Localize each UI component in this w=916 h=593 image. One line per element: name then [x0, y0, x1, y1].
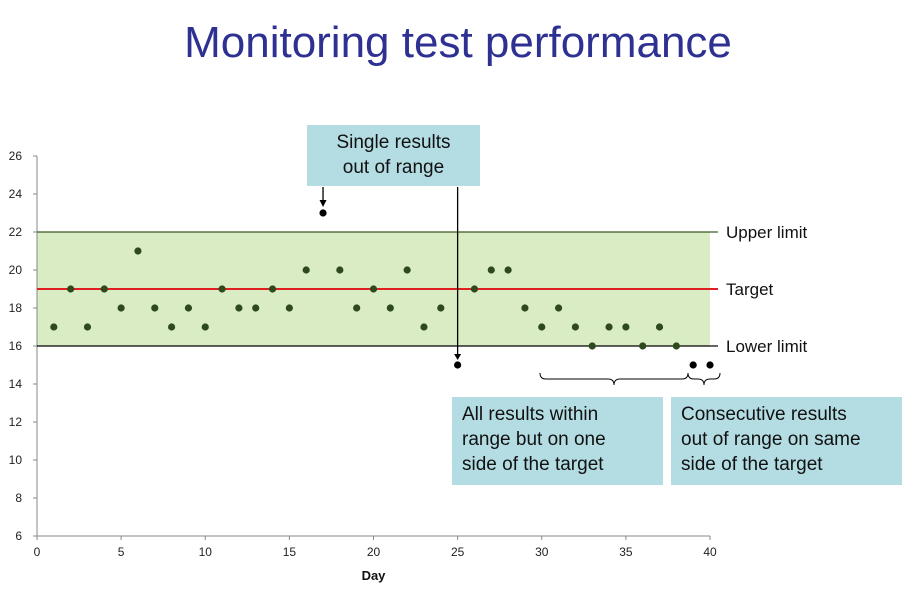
data-points: [50, 209, 714, 369]
y-tick-label: 22: [9, 225, 23, 239]
y-tick-label: 14: [9, 377, 23, 391]
arrowhead: [454, 354, 462, 360]
data-point: [67, 285, 75, 293]
data-point-out-of-range: [319, 209, 327, 217]
chart-axes: 6 8 10 12 14 16 18 20 22 24 26 0 5 10 15 20 25 30 35 40 Day: [9, 149, 717, 583]
x-tick-label: 20: [367, 545, 381, 559]
data-point: [235, 304, 243, 312]
y-tick-label: 6: [15, 529, 22, 543]
data-point: [622, 323, 630, 331]
data-point: [571, 323, 580, 331]
data-point: [201, 323, 209, 331]
data-point: [302, 266, 310, 274]
reference-line-label: Target: [726, 280, 774, 299]
data-point: [134, 247, 142, 255]
callout-line: All results within: [462, 404, 599, 425]
callout-line: range but on one: [462, 429, 606, 450]
data-point: [369, 285, 378, 293]
data-point: [605, 323, 613, 331]
callout-consecutive: Consecutive results out of range on same…: [671, 397, 902, 485]
y-tick-label: 20: [9, 263, 23, 277]
data-point-out-of-range: [689, 361, 697, 369]
reference-line-label: Upper limit: [726, 223, 808, 242]
data-point: [487, 266, 495, 274]
x-tick-label: 0: [34, 545, 41, 559]
x-tick-label: 15: [283, 545, 297, 559]
data-point: [504, 266, 512, 274]
arrowhead: [319, 200, 327, 207]
callout-line: side of the target: [462, 454, 604, 475]
y-tick-label: 18: [9, 301, 23, 315]
x-tick-label: 10: [199, 545, 213, 559]
reference-lines: Upper limit Target Lower limit: [37, 223, 808, 356]
data-point: [588, 342, 596, 350]
data-point: [639, 342, 647, 350]
brace-consecutive: [687, 372, 721, 386]
data-point: [50, 323, 58, 331]
y-tick-label: 8: [15, 491, 22, 505]
callout-line: Consecutive results: [681, 404, 847, 425]
data-point: [184, 304, 193, 312]
data-point: [218, 285, 226, 293]
data-point: [538, 323, 546, 331]
data-point: [83, 323, 92, 331]
page-title: Monitoring test performance: [184, 18, 732, 67]
data-point: [336, 266, 344, 274]
data-point: [252, 304, 260, 312]
data-point: [655, 323, 664, 331]
y-tick-label: 26: [9, 149, 23, 163]
callout-line: out of range: [342, 157, 445, 178]
x-tick-label: 30: [535, 545, 549, 559]
y-tick-label: 10: [9, 453, 23, 467]
data-point: [117, 304, 125, 312]
callout-line: side of the target: [681, 454, 823, 475]
data-point-out-of-range: [706, 361, 714, 369]
data-point: [168, 323, 176, 331]
y-tick-label: 24: [9, 187, 23, 201]
data-point: [285, 304, 293, 312]
x-tick-label: 40: [703, 545, 717, 559]
braces: [539, 372, 721, 386]
callout-line: Single results: [336, 132, 451, 153]
data-point: [151, 304, 159, 312]
y-tick-label: 12: [9, 415, 23, 429]
data-point: [420, 323, 428, 331]
x-axis-title: Day: [362, 568, 387, 583]
x-tick-label: 35: [619, 545, 633, 559]
x-tick-label: 25: [451, 545, 465, 559]
data-point: [672, 342, 680, 350]
y-tick-label: 16: [9, 339, 23, 353]
data-point-out-of-range: [454, 361, 462, 369]
data-point: [437, 304, 445, 312]
data-point: [268, 285, 277, 293]
data-point: [521, 304, 529, 312]
callout-one-side: All results within range but on one side…: [452, 397, 663, 485]
data-point: [353, 304, 361, 312]
data-point: [554, 304, 563, 312]
brace-one-side: [539, 372, 689, 386]
x-tick-label: 5: [118, 545, 125, 559]
callout-single-results: Single results out of range: [307, 125, 480, 186]
callout-arrows: [319, 187, 462, 360]
data-point: [403, 266, 411, 274]
data-point: [470, 285, 479, 293]
reference-line-label: Lower limit: [726, 337, 808, 356]
callout-line: out of range on same: [681, 429, 861, 450]
data-point: [386, 304, 394, 312]
data-point: [100, 285, 108, 293]
